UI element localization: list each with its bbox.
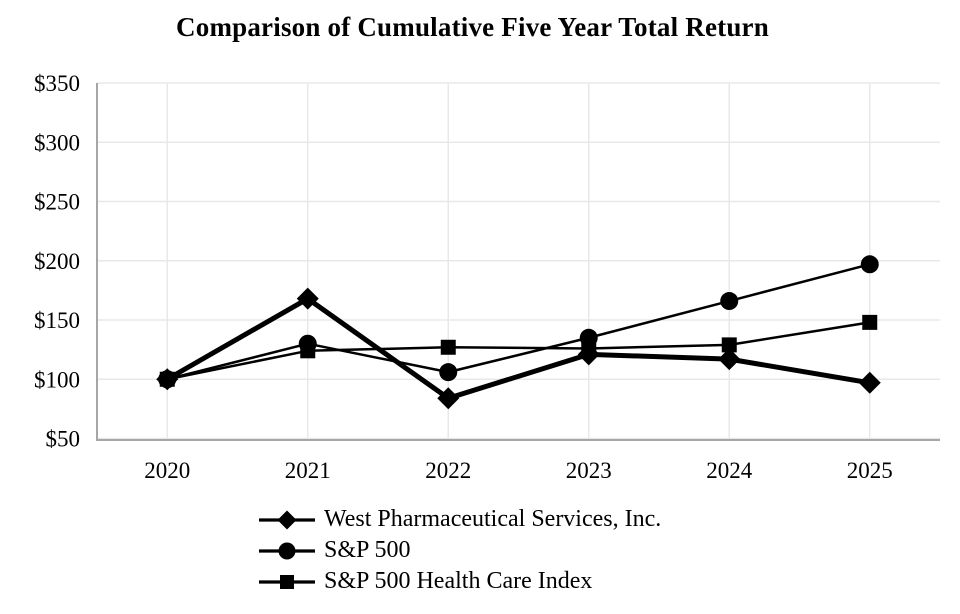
data-point-circle	[860, 255, 879, 274]
data-point-circle	[158, 370, 177, 389]
y-tick-label: $250	[34, 190, 80, 215]
y-tick-label: $100	[34, 367, 80, 392]
data-point-circle	[579, 328, 598, 347]
data-point-diamond	[437, 387, 460, 410]
legend-label: West Pharmaceutical Services, Inc.	[324, 506, 662, 532]
legend-item-sp500-health-care: S&P 500 Health Care Index	[258, 566, 661, 597]
data-point-diamond	[858, 371, 881, 394]
x-tick-label: 2022	[425, 458, 471, 483]
legend-item-west-pharmaceutical: West Pharmaceutical Services, Inc.	[258, 504, 661, 535]
data-point-circle	[720, 292, 739, 311]
y-tick-label: $50	[46, 427, 81, 452]
x-tick-label: 2025	[847, 458, 893, 483]
legend-label: S&P 500 Health Care Index	[324, 568, 593, 594]
data-point-square	[721, 337, 737, 353]
x-tick-label: 2021	[285, 458, 331, 483]
square-marker-icon	[259, 574, 315, 589]
y-tick-label: $200	[34, 249, 80, 274]
chart-legend: West Pharmaceutical Services, Inc. S&P 5…	[258, 504, 661, 597]
data-point-diamond	[718, 348, 741, 371]
series-line-diamond	[166, 296, 871, 401]
x-tick-label: 2023	[566, 458, 612, 483]
y-tick-label: $300	[34, 130, 80, 155]
data-point-circle	[439, 363, 458, 382]
x-tick-label: 2024	[706, 458, 753, 483]
data-point-diamond	[296, 287, 319, 310]
diamond-marker-icon	[259, 510, 315, 529]
legend-item-sp500: S&P 500	[258, 535, 661, 566]
x-tick-label: 2020	[144, 458, 190, 483]
y-tick-label: $350	[34, 71, 80, 96]
legend-label: S&P 500	[324, 537, 411, 563]
circle-marker-icon	[259, 542, 315, 559]
data-point-square	[862, 314, 878, 330]
series-line-square	[167, 321, 870, 381]
data-point-circle	[298, 334, 317, 353]
series-line-circle	[166, 263, 871, 381]
chart-title: Comparison of Cumulative Five Year Total…	[176, 12, 769, 42]
data-point-square	[440, 339, 456, 355]
y-tick-label: $150	[34, 308, 80, 333]
